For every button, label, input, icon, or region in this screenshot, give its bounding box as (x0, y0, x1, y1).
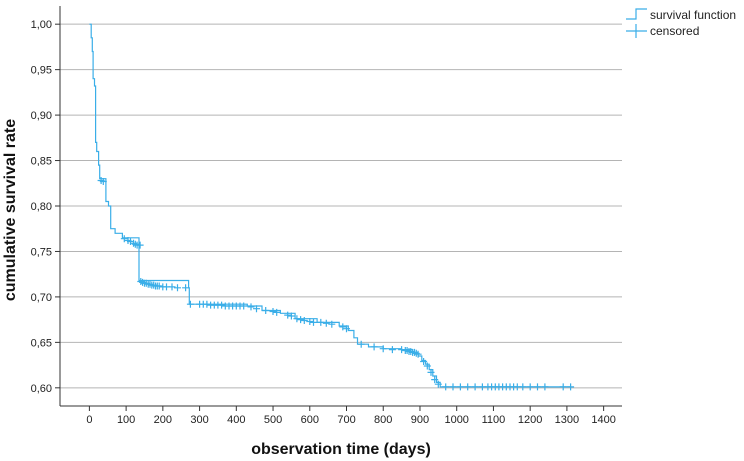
grid-lines (60, 23, 622, 389)
censored-mark-69 (420, 358, 428, 365)
censored-mark-32 (218, 301, 226, 309)
x-tick-label-10: 1000 (444, 414, 468, 426)
censored-marks (97, 177, 575, 391)
censored-mark-45 (287, 312, 295, 320)
y-tick-label-1: 0,65 (31, 337, 52, 349)
x-tick-label-9: 900 (411, 414, 429, 426)
censored-mark-43 (273, 308, 281, 316)
legend: survival function censored (626, 8, 736, 38)
y-tick-label-2: 0,70 (31, 292, 52, 304)
censored-mark-39 (247, 303, 255, 311)
x-tick-label-6: 600 (301, 414, 319, 426)
survival-function-line (89, 23, 571, 388)
censored-mark-8 (136, 241, 144, 249)
censored-mark-71 (427, 368, 435, 376)
y-tick-label-8: 1,00 (31, 19, 52, 31)
censored-mark-40 (253, 305, 260, 313)
censored-mark-49 (306, 318, 314, 325)
censored-mark-41 (262, 307, 270, 314)
x-tick-label-12: 1200 (518, 414, 542, 426)
censored-mark-53 (328, 320, 336, 328)
y-tick-label-7: 0,95 (31, 65, 52, 77)
censored-mark-46 (293, 315, 301, 323)
y-axis-title: cumulative survival rate (2, 119, 19, 301)
censored-mark-54 (339, 323, 347, 331)
legend-item-censored: censored (626, 24, 699, 38)
x-axis-ticks: 0 100 200 300 400 500 600 700 800 900 1000 1100 1200… (86, 406, 616, 426)
censored-mark-55 (343, 325, 350, 333)
censored-mark-19 (155, 282, 163, 290)
y-axis-ticks: 0,60 0,65 0,70 0,75 0,80 0,85 0,90 0,95 1,00 (31, 19, 60, 395)
censored-mark-57 (370, 343, 378, 351)
x-tick-label-8: 800 (374, 414, 392, 426)
censored-mark-48 (300, 317, 308, 324)
x-tick-label-14: 1400 (591, 414, 615, 426)
censored-mark-92 (541, 383, 549, 391)
y-tick-label-3: 0,75 (31, 246, 52, 258)
censored-mark-70 (423, 362, 431, 370)
censored-mark-24 (182, 284, 190, 292)
censored-mark-38 (240, 302, 248, 310)
censored-mark-74 (442, 383, 450, 391)
censored-mark-1 (99, 178, 107, 185)
censored-mark-60 (398, 346, 406, 354)
x-tick-label-1: 100 (117, 414, 135, 426)
x-axis-title: observation time (days) (251, 441, 431, 458)
x-tick-label-7: 700 (337, 414, 355, 426)
legend-label-censored: censored (650, 24, 699, 38)
x-tick-label-2: 200 (154, 414, 172, 426)
y-tick-label-6: 0,90 (31, 110, 52, 122)
censored-mark-93 (559, 383, 567, 391)
censored-mark-52 (322, 319, 330, 327)
censored-mark-25 (186, 300, 194, 308)
x-tick-label-3: 300 (190, 414, 208, 426)
censored-mark-28 (203, 300, 211, 308)
censored-mark-44 (284, 311, 292, 319)
legend-label-survival-function: survival function (650, 8, 736, 22)
censored-mark-9 (137, 278, 145, 285)
censored-mark-72 (431, 376, 439, 384)
censored-mark-89 (519, 383, 527, 391)
censored-mark-56 (357, 340, 365, 348)
censored-mark-2 (120, 235, 128, 243)
censored-mark-75 (449, 383, 457, 391)
censored-mark-14 (146, 280, 154, 288)
x-tick-label-0: 0 (86, 414, 92, 426)
censored-mark-59 (388, 346, 396, 354)
censored-mark-47 (297, 316, 305, 324)
x-tick-label-5: 500 (264, 414, 282, 426)
censored-mark-22 (168, 283, 176, 291)
censored-mark-77 (464, 383, 472, 391)
censored-mark-68 (414, 350, 422, 358)
legend-step-symbol (626, 8, 647, 20)
censored-mark-23 (174, 284, 181, 292)
y-tick-label-0: 0,60 (31, 383, 52, 395)
censored-mark-51 (317, 318, 325, 326)
x-tick-label-13: 1300 (555, 414, 579, 426)
x-tick-label-11: 1100 (482, 414, 506, 426)
censored-mark-90 (526, 383, 534, 391)
legend-plus-symbol (626, 24, 647, 38)
censored-mark-58 (379, 345, 387, 353)
censored-mark-42 (269, 308, 277, 315)
censored-mark-73 (434, 380, 442, 388)
legend-item-survival-function: survival function (626, 8, 736, 22)
censored-mark-91 (534, 383, 541, 391)
y-tick-label-4: 0,80 (31, 201, 52, 213)
censored-mark-78 (471, 383, 479, 391)
censored-mark-94 (567, 383, 575, 391)
x-tick-label-4: 400 (227, 414, 245, 426)
y-tick-label-5: 0,85 (31, 156, 52, 168)
censored-mark-50 (310, 318, 317, 326)
censored-mark-76 (456, 383, 464, 391)
